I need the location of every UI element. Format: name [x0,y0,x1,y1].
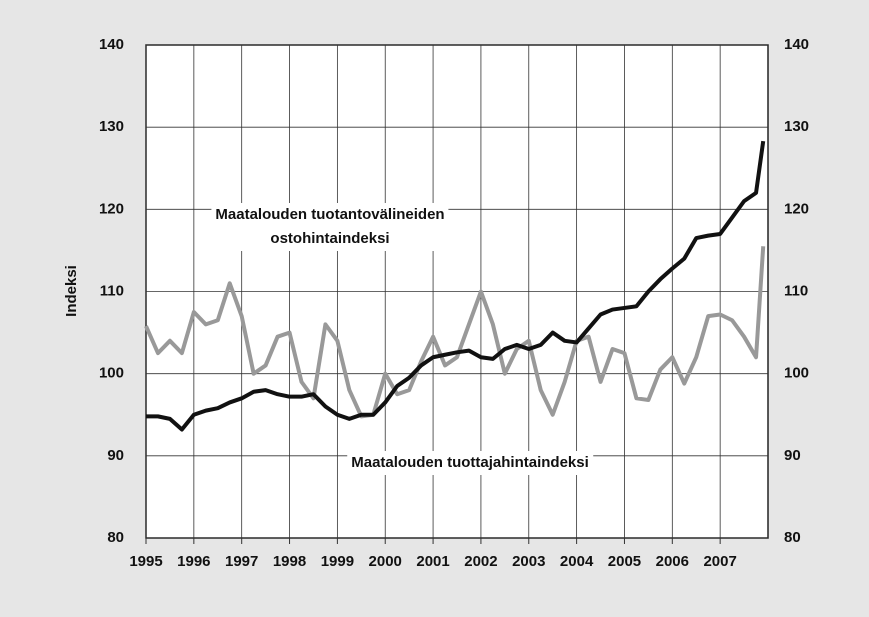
y-tick-label: 140 [99,36,124,53]
y2-tick-label: 130 [784,118,809,135]
x-tick-label: 1995 [129,553,162,570]
y2-tick-label: 140 [784,36,809,53]
x-tick-label: 2006 [656,553,689,570]
series-line [146,140,766,432]
x-tick-label: 2005 [608,553,641,570]
x-tick-label: 1999 [321,553,354,570]
y-tick-label: 130 [99,118,124,135]
series-label: Maatalouden tuotantovälineiden ostohinta… [211,203,449,251]
x-tick-label: 2002 [464,553,497,570]
y2-tick-label: 80 [784,529,801,546]
y-tick-label: 120 [99,200,124,217]
x-tick-label: 1998 [273,553,306,570]
y-tick-label: 80 [107,529,124,546]
x-tick-label: 1996 [177,553,210,570]
x-tick-label: 2007 [703,553,736,570]
y2-tick-label: 120 [784,200,809,217]
x-tick-label: 2001 [416,553,449,570]
y-tick-label: 100 [99,365,124,382]
y2-tick-label: 90 [784,447,801,464]
x-tick-label: 1997 [225,553,258,570]
x-tick-label: 2003 [512,553,545,570]
x-tick-label: 2004 [560,553,594,570]
y-tick-label: 110 [100,282,124,299]
series-line [144,246,766,419]
x-tick-label: 2000 [369,553,402,570]
y2-tick-label: 110 [784,282,808,299]
y-tick-label: 90 [107,447,124,464]
y2-tick-label: 100 [784,365,809,382]
y-axis-label: Indeksi [63,265,80,317]
series-label: Maatalouden tuottajahintaindeksi [347,451,593,475]
